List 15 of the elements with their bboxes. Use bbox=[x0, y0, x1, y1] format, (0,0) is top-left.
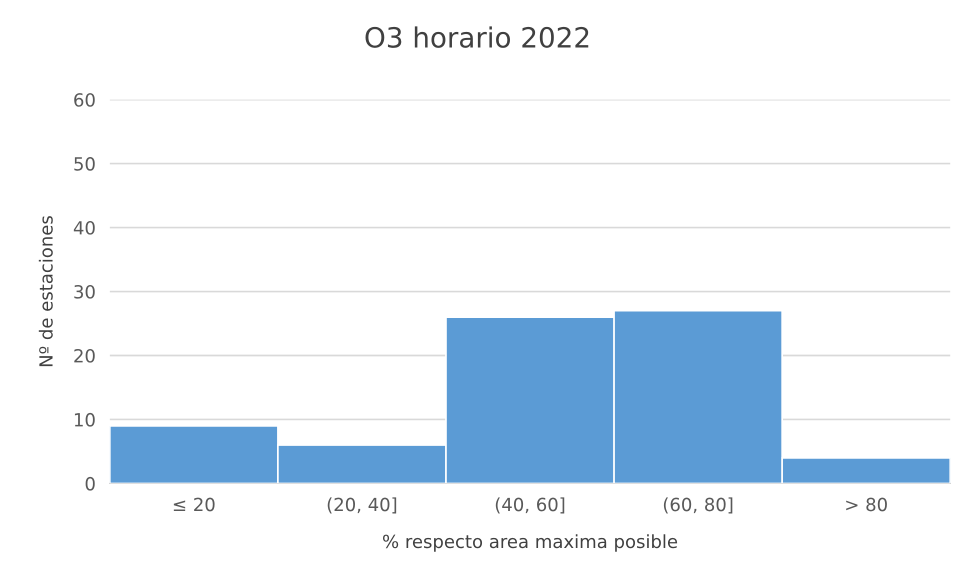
y-tick-label: 20 bbox=[74, 348, 95, 363]
x-tick-label: (20, 40] bbox=[328, 497, 396, 514]
y-tick-label: 30 bbox=[74, 284, 95, 299]
x-tick-label: > 80 bbox=[846, 498, 887, 512]
y-tick-label: 40 bbox=[74, 221, 95, 235]
x-axis-title: % respecto area maxima posible bbox=[382, 534, 678, 552]
x-tick-label: (40, 60] bbox=[496, 497, 564, 514]
y-tick-label: 0 bbox=[86, 476, 95, 491]
chart-title: O3 horario 2022 bbox=[366, 26, 588, 48]
y-axis-title: Nº de estaciones bbox=[38, 216, 53, 366]
y-tick-label: 60 bbox=[74, 93, 95, 107]
y-tick-label: 10 bbox=[74, 412, 95, 427]
x-tick-label: (60, 80] bbox=[664, 497, 732, 514]
y-tick-label: 50 bbox=[74, 157, 95, 171]
x-tick-label: ≤ 20 bbox=[174, 498, 215, 512]
